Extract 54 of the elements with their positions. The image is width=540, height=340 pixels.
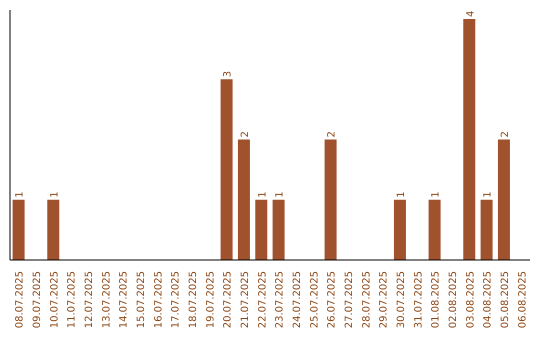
- x-tick-label: 28.07.2025: [361, 271, 372, 328]
- x-tick-label: 29.07.2025: [378, 271, 390, 328]
- bar: [272, 200, 285, 260]
- x-tick-label: 01.08.2025: [430, 271, 442, 328]
- x-tick-label: 08.07.2025: [14, 271, 26, 328]
- bar: [498, 140, 510, 260]
- bar: [255, 200, 268, 260]
- x-tick-label: 16.07.2025: [153, 271, 164, 328]
- x-tick-label: 14.07.2025: [118, 271, 130, 328]
- x-tick-label: 06.08.2025: [517, 271, 528, 328]
- x-tick-label: 24.07.2025: [292, 271, 303, 328]
- x-tick-label: 30.07.2025: [396, 271, 407, 328]
- x-tick-label: 27.07.2025: [344, 271, 355, 328]
- x-tick-label: 03.08.2025: [465, 271, 476, 328]
- bar: [47, 200, 60, 260]
- x-tick-label: 04.08.2025: [482, 271, 494, 328]
- data-label: 1: [49, 191, 60, 198]
- bar: [324, 140, 337, 260]
- bar: [428, 200, 441, 260]
- data-label: 2: [240, 131, 251, 138]
- data-label: 4: [465, 10, 476, 18]
- bar: [394, 200, 406, 260]
- bar: [463, 19, 476, 260]
- x-tick-label: 22.07.2025: [257, 271, 268, 328]
- bar: [238, 140, 250, 260]
- x-tick-label: 12.07.2025: [84, 271, 95, 328]
- x-tick-label: 10.07.2025: [49, 271, 60, 328]
- bar: [220, 79, 233, 260]
- bar: [480, 200, 493, 260]
- data-label: 1: [396, 191, 407, 198]
- x-tick-label: 20.07.2025: [222, 271, 234, 328]
- x-tick-label: 25.07.2025: [309, 271, 320, 328]
- x-tick-label: 19.07.2025: [205, 271, 216, 328]
- data-label: 3: [222, 70, 234, 78]
- x-tick-label: 09.07.2025: [32, 271, 43, 328]
- x-tick-label: 23.07.2025: [274, 271, 286, 328]
- bar: [12, 200, 25, 260]
- data-label: 1: [430, 191, 442, 198]
- x-tick-label: 11.07.2025: [66, 271, 78, 328]
- x-tick-label: 02.08.2025: [448, 271, 459, 328]
- x-tick-label: 26.07.2025: [326, 271, 338, 328]
- data-label: 2: [326, 131, 338, 138]
- x-tick-label: 05.08.2025: [500, 271, 511, 328]
- x-tick-label: 17.07.2025: [170, 271, 182, 328]
- x-tick-label: 31.07.2025: [413, 271, 424, 328]
- x-tick-label: 15.07.2025: [136, 271, 147, 328]
- data-label: 1: [14, 191, 26, 198]
- data-label: 1: [257, 191, 268, 198]
- data-label: 1: [274, 191, 286, 198]
- x-tick-label: 13.07.2025: [101, 271, 112, 328]
- data-label: 2: [500, 131, 511, 138]
- data-label: 1: [482, 191, 494, 198]
- x-tick-label: 21.07.2025: [240, 271, 251, 328]
- x-tick-label: 18.07.2025: [188, 271, 199, 328]
